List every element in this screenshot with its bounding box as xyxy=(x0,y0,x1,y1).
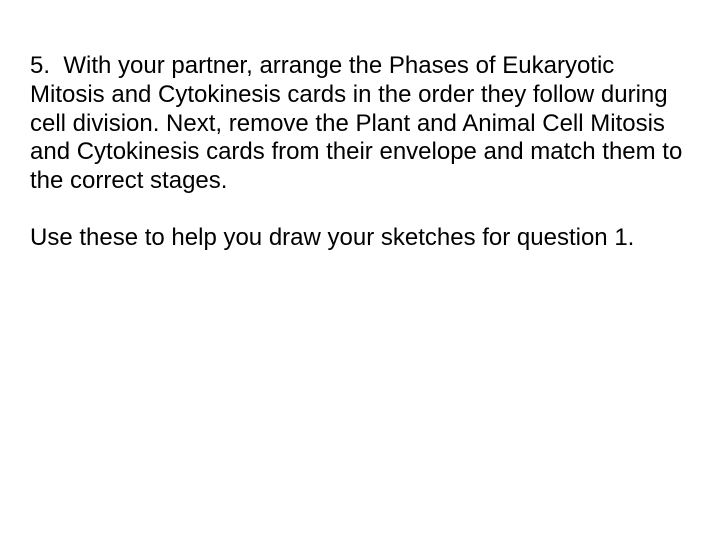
document-page: 5. With your partner, arrange the Phases… xyxy=(0,0,720,540)
paragraph-instruction-5: 5. With your partner, arrange the Phases… xyxy=(30,52,690,196)
paragraph-note: Use these to help you draw your sketches… xyxy=(30,224,690,253)
item-number: 5. xyxy=(30,52,50,79)
paragraph-text: Use these to help you draw your sketches… xyxy=(30,224,634,251)
paragraph-text: With your partner, arrange the Phases of… xyxy=(30,52,682,194)
